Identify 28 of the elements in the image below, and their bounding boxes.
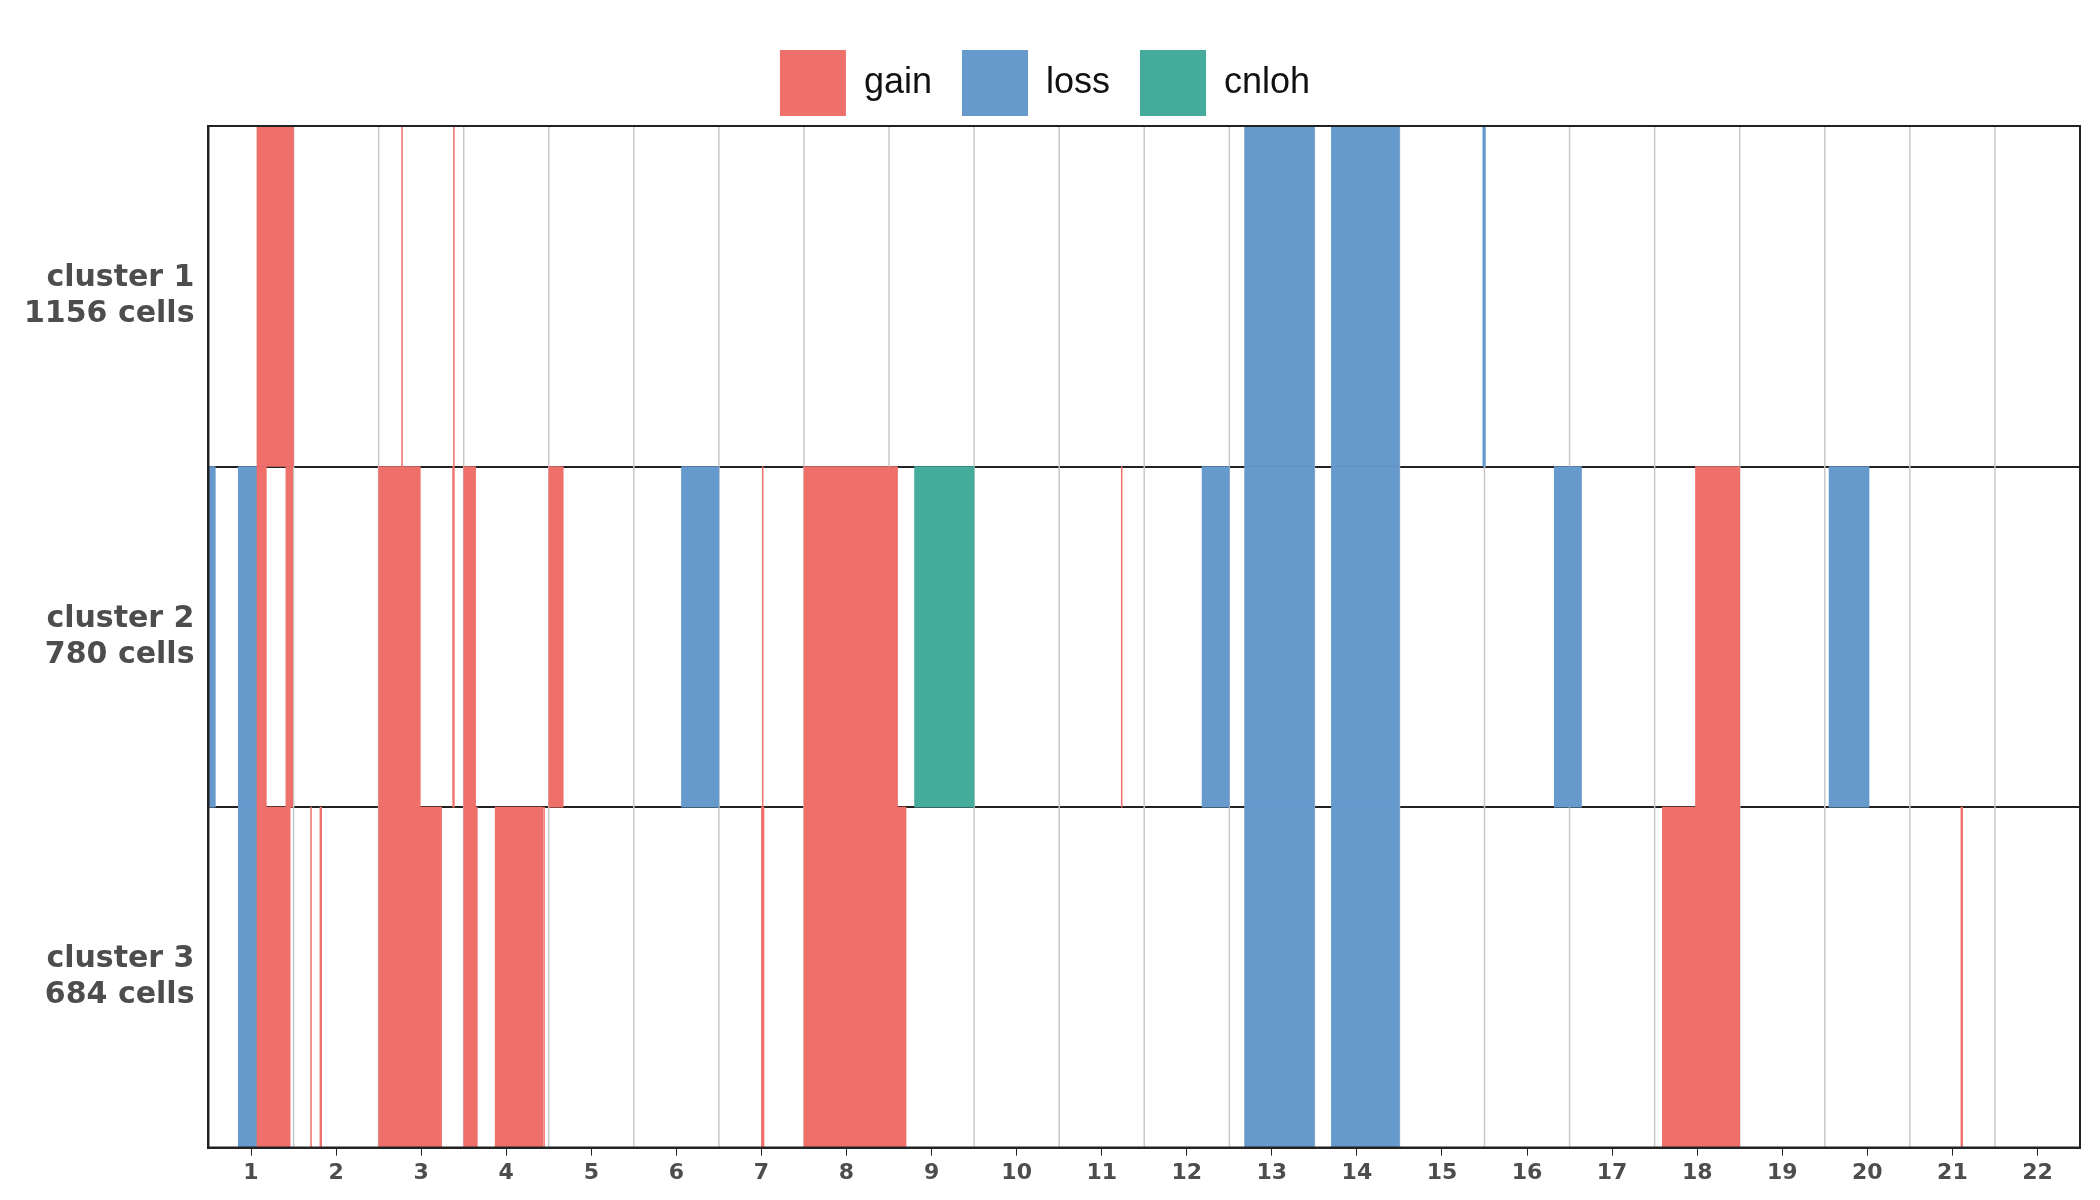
x-tick-label: 18 — [1681, 1158, 1713, 1184]
x-tick-label: 2 — [328, 1158, 344, 1184]
x-tick-label: 13 — [1256, 1158, 1288, 1184]
legend-label: cnloh — [1224, 59, 1311, 101]
y-tick-label: cluster 1 1156 cells — [23, 258, 195, 330]
x-tick-label: 6 — [668, 1158, 685, 1184]
x-tick-label: 11 — [1086, 1158, 1118, 1184]
x-tick-label: 5 — [583, 1158, 599, 1184]
x-tick-label: 10 — [1001, 1158, 1032, 1184]
x-tick-label: 22 — [2022, 1158, 2053, 1184]
x-tick-label: 9 — [923, 1158, 940, 1184]
x-tick-label: 17 — [1596, 1158, 1628, 1184]
legend-label: loss — [1045, 59, 1111, 101]
legend-label: gain — [863, 59, 932, 101]
x-tick-label: 1 — [243, 1158, 259, 1184]
y-tick-label: cluster 3 684 cells — [44, 939, 195, 1011]
x-tick-label: 21 — [1937, 1158, 1968, 1184]
x-tick-label: 15 — [1426, 1158, 1458, 1184]
x-tick-label: 7 — [753, 1158, 770, 1184]
y-tick-label: cluster 2 780 cells — [44, 598, 195, 670]
x-tick-label: 16 — [1511, 1158, 1543, 1184]
x-tick-label: 14 — [1341, 1158, 1373, 1184]
x-tick-label: 12 — [1171, 1158, 1203, 1184]
x-tick-label: 8 — [838, 1158, 855, 1184]
x-tick-label: 20 — [1852, 1158, 1883, 1184]
x-tick-label: 3 — [413, 1158, 429, 1184]
x-tick-label: 4 — [498, 1158, 514, 1184]
x-tick-label: 19 — [1766, 1158, 1798, 1184]
